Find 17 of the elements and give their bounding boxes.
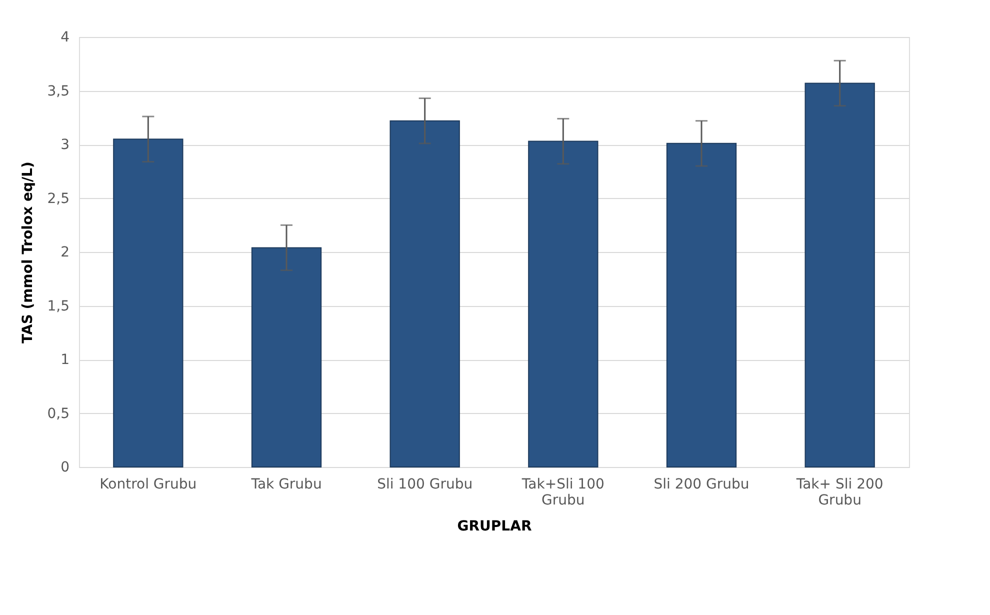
y-tick-label: 2,5: [47, 190, 70, 207]
x-tick-label: Tak+Sli 100 Grubu: [520, 476, 604, 508]
y-tick-label: 4: [60, 30, 70, 46]
x-tick-label: Tak+ Sli 200 Grubu: [795, 476, 884, 508]
x-tick-label: Sli 200 Grubu: [654, 476, 750, 492]
y-tick-label: 0: [60, 460, 70, 476]
y-tick-label: 1: [60, 352, 70, 368]
y-axis-title: TAS (mmol Trolox eq/L): [20, 162, 36, 344]
y-tick-label: 1,5: [47, 298, 70, 314]
x-axis-title: GRUPLAR: [457, 518, 532, 534]
y-tick-label: 0,5: [47, 406, 70, 422]
y-tick-label: 2: [60, 244, 70, 260]
x-tick-label: Kontrol Grubu: [100, 476, 197, 492]
x-tick-label: Sli 100 Grubu: [377, 476, 473, 492]
x-tick-label: Tak Grubu: [250, 476, 322, 492]
y-tick-label: 3,5: [47, 83, 70, 100]
y-tick-label: 3: [60, 137, 70, 153]
